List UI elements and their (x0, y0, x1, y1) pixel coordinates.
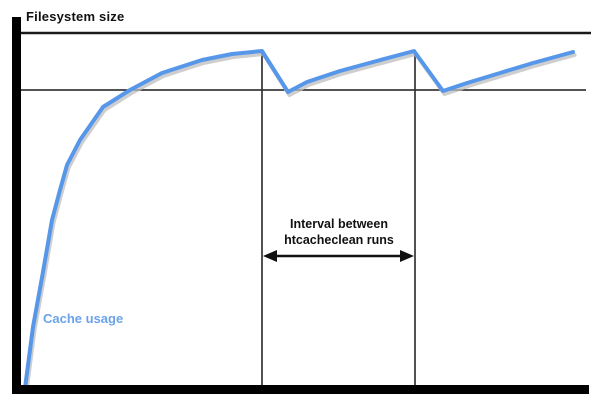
interval-label-line2: htcacheclean runs (284, 233, 394, 247)
x-axis (12, 385, 589, 394)
cache-usage-curve-shadow (24, 52, 577, 393)
interval-arrow-left-head (263, 250, 277, 262)
filesystem-size-label: Filesystem size (26, 9, 125, 24)
cache-usage-label: Cache usage (43, 311, 124, 326)
y-axis (12, 17, 21, 394)
cache-usage-curve (23, 49, 575, 390)
interval-label-line1: Interval between (290, 217, 388, 231)
interval-label: Interval between htcacheclean runs (258, 216, 420, 248)
interval-arrow-right-head (400, 250, 414, 262)
